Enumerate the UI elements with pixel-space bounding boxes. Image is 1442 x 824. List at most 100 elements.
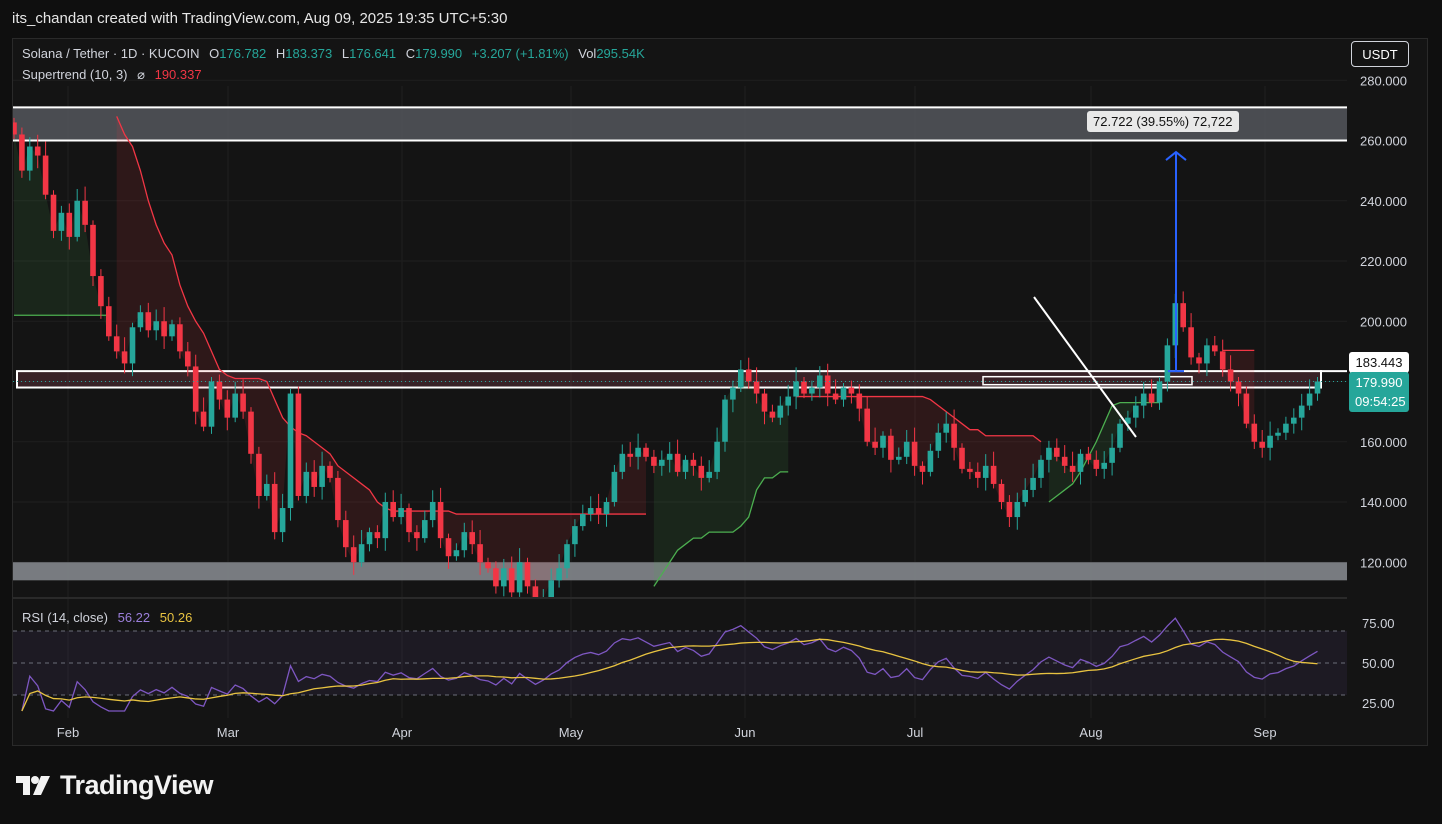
candlestick-series <box>13 117 1321 597</box>
candle-body <box>279 508 286 533</box>
candle-body <box>1117 423 1123 448</box>
candle-body <box>982 465 989 478</box>
candle-body <box>121 351 128 364</box>
candle-body <box>437 502 444 539</box>
currency-button[interactable]: USDT <box>1351 41 1409 67</box>
downtrend-line <box>1033 296 1137 438</box>
candle-body <box>817 375 823 388</box>
candle-body <box>1204 345 1210 364</box>
rsi-value: 56.22 <box>117 610 151 625</box>
x-axis-tick-label: Jul <box>907 725 924 740</box>
candle-body <box>666 453 673 460</box>
rsi-line <box>21 617 1318 712</box>
candle-body <box>98 276 104 307</box>
resistance-price-tag: 183.443 <box>1349 352 1409 373</box>
candle-body <box>809 387 815 394</box>
candle-body <box>493 568 499 587</box>
tradingview-logo[interactable]: TradingView <box>14 770 214 801</box>
candle-body <box>959 447 965 469</box>
candle-body <box>580 514 586 527</box>
supertrend-value: 190.337 <box>154 67 202 82</box>
candle-body <box>761 393 768 412</box>
candle-body <box>1077 453 1084 472</box>
trend-drawings <box>1033 150 1187 438</box>
candle-body <box>106 306 112 337</box>
candle-body <box>501 568 507 587</box>
candle-body <box>872 441 878 448</box>
open-label: O <box>209 46 220 61</box>
candle-body <box>1196 357 1202 364</box>
retest-box <box>982 375 1193 386</box>
candle-body <box>919 465 926 472</box>
candle-body <box>698 465 705 478</box>
rsi-ma-line <box>21 638 1318 712</box>
x-axis-tick-label: Mar <box>217 725 240 740</box>
high-label: H <box>275 46 286 61</box>
rsi-legend[interactable]: RSI (14, close) 56.22 50.26 <box>22 610 198 625</box>
x-axis-tick-label: May <box>559 725 584 740</box>
candle-body <box>414 532 420 539</box>
candle-body <box>1219 351 1226 370</box>
candle-body <box>824 375 831 394</box>
symbol-legend: Solana / Tether · 1D · KUCOIN O176.782 H… <box>22 46 651 61</box>
chart-attribution: its_chandan created with TradingView.com… <box>12 10 508 27</box>
close-label: C <box>405 46 416 61</box>
candle-body <box>153 321 159 331</box>
visibility-icon[interactable]: ⌀ <box>137 67 145 82</box>
y-axis-tick-label: 280.000 <box>1360 73 1407 88</box>
supertrend-legend[interactable]: Supertrend (10, 3) ⌀ 190.337 <box>22 67 208 83</box>
candle-body <box>350 547 357 563</box>
candle-body <box>627 453 633 457</box>
candle-body <box>335 477 341 521</box>
candle-body <box>777 405 784 418</box>
candle-body <box>1148 393 1155 403</box>
rsi-label: RSI (14, close) <box>22 610 108 625</box>
candle-body <box>1085 453 1092 460</box>
candle-body <box>90 224 96 277</box>
y-axis-tick-label: 140.000 <box>1360 495 1407 510</box>
x-axis-tick-label: Aug <box>1079 725 1102 740</box>
candle-body <box>603 502 610 515</box>
candle-body <box>192 366 199 412</box>
candle-body <box>469 532 475 545</box>
breakout-band <box>16 370 1322 389</box>
candle-body <box>485 562 491 569</box>
candle-body <box>161 321 167 337</box>
candle-body <box>42 155 49 195</box>
supertrend-segment-up <box>653 471 789 587</box>
symbol-name[interactable]: Solana / Tether · 1D · KUCOIN <box>22 46 200 61</box>
candle-body <box>611 471 618 502</box>
candle-body <box>27 146 33 171</box>
candle-body <box>864 408 870 442</box>
candle-body <box>738 369 744 388</box>
candle-body <box>595 508 602 515</box>
volume-label: Vol <box>578 46 597 61</box>
low-label: L <box>341 46 350 61</box>
candle-body <box>840 387 847 400</box>
candle-body <box>793 381 799 397</box>
candle-body <box>587 508 594 515</box>
rsi-axis-tick-label: 50.00 <box>1362 656 1395 671</box>
candle-body <box>1306 393 1313 406</box>
candle-body <box>1235 381 1242 394</box>
candle-body <box>1038 459 1044 478</box>
candle-body <box>303 471 310 496</box>
candle-body <box>1069 465 1076 472</box>
grid-lines <box>13 79 1347 718</box>
candle-body <box>1156 381 1163 403</box>
candle-body <box>422 520 428 539</box>
candle-body <box>1022 489 1028 502</box>
candle-body <box>1101 462 1107 469</box>
rsi-axis-tick-label: 75.00 <box>1362 616 1395 631</box>
candle-body <box>1054 447 1060 457</box>
brand-name: TradingView <box>60 770 214 800</box>
candle-body <box>240 393 246 412</box>
y-axis-tick-label: 260.000 <box>1360 134 1407 149</box>
chart-frame <box>12 38 1428 746</box>
candle-body <box>785 396 791 406</box>
candle-body <box>319 465 325 487</box>
candle-body <box>311 471 317 487</box>
candle-body <box>477 544 483 563</box>
y-axis-tick-label: 120.000 <box>1360 555 1407 570</box>
